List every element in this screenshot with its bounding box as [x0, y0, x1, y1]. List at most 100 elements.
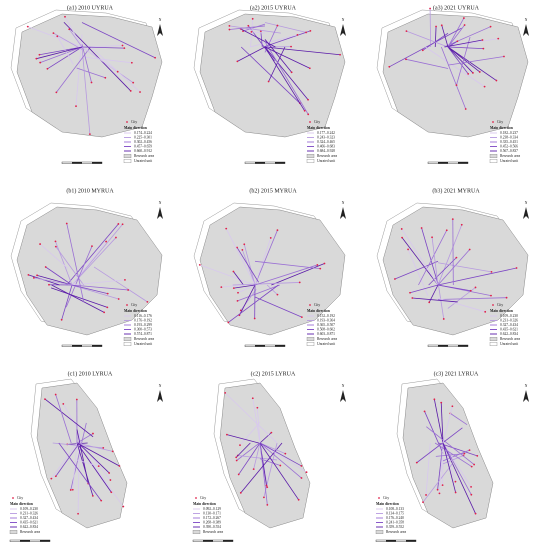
- city-dot: [108, 472, 111, 474]
- city-dot: [103, 311, 106, 314]
- direction-line: [39, 243, 69, 269]
- city-dot: [490, 294, 492, 297]
- legend-range: 0.152–0.192: [317, 314, 335, 318]
- direction-line: [259, 442, 286, 455]
- direction-line: [65, 246, 93, 308]
- city-dot: [445, 229, 448, 232]
- city-dot: [97, 465, 100, 468]
- map-panel: (c2) 2015 LYRUA N City Main direction0.092–…: [192, 370, 346, 542]
- direction-line: [447, 38, 499, 48]
- city-dot: [440, 401, 443, 404]
- direction-line: [434, 26, 437, 48]
- legend-range: 0.302–0.456: [134, 140, 152, 144]
- north-arrow: [157, 390, 163, 402]
- city-dot: [266, 503, 269, 506]
- city-dot: [241, 248, 244, 251]
- city-dot: [473, 463, 476, 466]
- city-dot: [236, 60, 239, 63]
- direction-line: [435, 453, 465, 457]
- city-dot: [54, 475, 57, 478]
- panel-title: (a3) 2021 UYRUA: [433, 4, 480, 11]
- legend-swatch: [123, 336, 132, 341]
- city-dot: [290, 45, 292, 48]
- legend-heading: Main direction: [307, 126, 330, 130]
- direction-line: [71, 241, 107, 286]
- city-dot: [71, 488, 74, 491]
- legend-swatch: [306, 153, 315, 158]
- direction-line: [440, 46, 467, 110]
- direction-line: [409, 284, 439, 294]
- map-panel: (b2) 2015 MYRUA N City Main direction0.152–…: [193, 187, 346, 347]
- city-dot: [464, 108, 467, 110]
- legend-range: 0.359–0.552: [386, 525, 404, 529]
- direction-line: [36, 274, 73, 286]
- city-dot: [122, 505, 125, 508]
- direction-line: [254, 230, 278, 286]
- legend-range: 0.193–0.364: [317, 318, 335, 322]
- direction-line: [44, 398, 94, 438]
- legend-range: 0.327–0.434: [500, 323, 518, 327]
- direction-line: [254, 237, 272, 286]
- city-dot: [298, 281, 301, 284]
- city-dot: [88, 133, 91, 136]
- city-dot: [405, 30, 408, 33]
- city-dot: [300, 316, 303, 319]
- scale-bar-fill: [72, 345, 82, 347]
- city-dot: [303, 109, 306, 112]
- scale-bar-fill: [255, 162, 265, 164]
- city-dot: [237, 291, 239, 294]
- city-dot: [463, 452, 466, 455]
- direction-line: [232, 282, 300, 286]
- city-dot: [44, 398, 46, 400]
- direction-line: [253, 442, 261, 470]
- city-dot: [32, 276, 35, 279]
- legend-city: City: [497, 120, 503, 124]
- direction-line: [240, 28, 276, 48]
- research-area: [219, 382, 311, 529]
- direction-line: [442, 455, 464, 465]
- city-dot: [46, 67, 49, 70]
- city-dot: [117, 223, 120, 225]
- city-dot: [27, 274, 30, 276]
- city-dot: [124, 278, 126, 281]
- legend-heading: Main direction: [490, 126, 513, 130]
- city-dot: [497, 37, 500, 40]
- city-dot: [251, 17, 254, 20]
- direction-line: [429, 8, 432, 48]
- north-arrow: [523, 390, 529, 402]
- direction-line: [437, 262, 492, 273]
- map-panel: (c1) 2010 LYRUA N City Main direction0.109–…: [9, 370, 163, 542]
- city-dot: [454, 480, 457, 483]
- legend-city-dot: [378, 497, 380, 499]
- city-dot: [50, 477, 53, 480]
- city-dot: [146, 300, 149, 303]
- city-dot: [252, 468, 255, 471]
- city-dot: [232, 270, 235, 273]
- legend-range: 0.457–0.659: [134, 144, 152, 148]
- city-dot: [116, 70, 119, 73]
- legend-area: Unrated unit: [500, 342, 518, 346]
- city-dot: [227, 321, 230, 324]
- direction-line: [264, 46, 306, 112]
- city-dot: [239, 309, 242, 312]
- direction-line: [444, 39, 483, 48]
- direction-line: [71, 284, 129, 291]
- city-dot: [490, 271, 493, 273]
- direction-line: [440, 402, 444, 444]
- direction-line: [254, 296, 302, 318]
- city-dot: [224, 391, 227, 394]
- direction-line: [199, 264, 256, 286]
- legend-range: 0.182–0.237: [500, 131, 518, 135]
- city-dot: [495, 79, 498, 82]
- city-dot: [100, 499, 103, 502]
- city-dot: [279, 464, 282, 467]
- panel-title: (c3) 2021 LYRUA: [434, 370, 479, 377]
- direction-line: [412, 297, 458, 303]
- legend-swatch: [489, 153, 498, 158]
- city-dot: [251, 397, 254, 400]
- direction-line: [259, 458, 281, 466]
- direction-line: [259, 442, 299, 501]
- direction-line: [252, 398, 261, 444]
- city-dot: [111, 450, 114, 453]
- direction-line: [71, 279, 125, 286]
